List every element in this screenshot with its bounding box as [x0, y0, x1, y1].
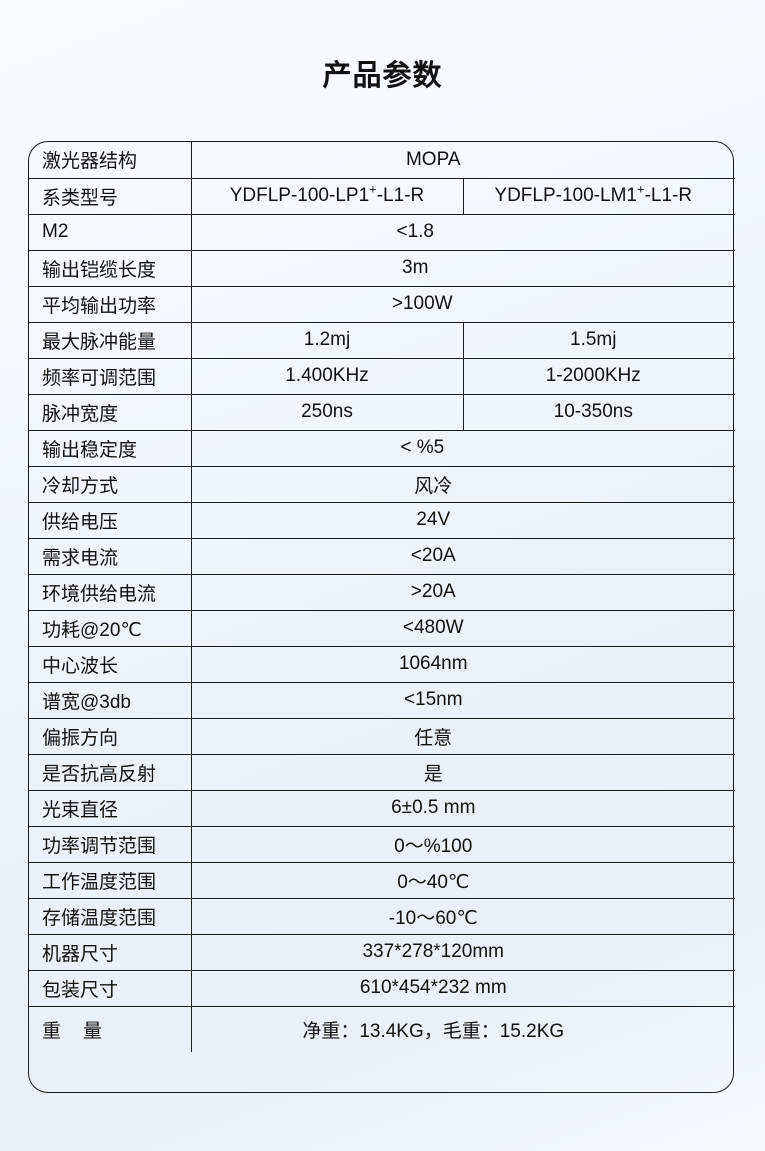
row-value: 净重：13.4KG，毛重：15.2KG	[302, 1020, 565, 1042]
row-value: >100W	[191, 286, 735, 323]
row-value: MOPA	[191, 142, 735, 179]
row-value: 3m	[191, 250, 735, 287]
row-value: 337*278*120mm	[191, 934, 735, 971]
row-label: 光束直径	[29, 790, 192, 827]
row-value: 610*454*232 mm	[191, 970, 735, 1007]
row-label: 功率调节范围	[29, 826, 192, 863]
row-label: 最大脉冲能量	[29, 322, 192, 359]
row-value: 任意	[191, 718, 735, 755]
row-label-part1: 重	[42, 1020, 84, 1042]
row-value: <1.8	[191, 214, 735, 251]
row-value-right: 1-2000KHz	[463, 358, 735, 395]
table-row: 中心波长 1064nm	[29, 646, 735, 683]
spec-table-container: 激光器结构 MOPA 系类型号 YDFLP-100-LP1+-L1-R YDFL…	[28, 141, 735, 1093]
row-value: 24V	[191, 502, 735, 539]
row-value: -10～60℃	[191, 898, 735, 935]
row-value: 1064nm	[191, 646, 735, 683]
table-row: 是否抗高反射 是	[29, 754, 735, 791]
row-value: < %5	[191, 430, 735, 467]
table-row: 频率可调范围 1.400KHz 1-2000KHz	[29, 358, 735, 395]
table-row: 环境供给电流 >20A	[29, 574, 735, 611]
row-label: 输出铠缆长度	[29, 250, 192, 287]
row-label-part2: 量	[83, 1020, 103, 1042]
table-row: 供给电压 24V	[29, 502, 735, 539]
row-label: 是否抗高反射	[29, 754, 192, 791]
table-row: 输出稳定度 < %5	[29, 430, 735, 467]
table-row: 输出铠缆长度 3m	[29, 250, 735, 287]
row-label: 包装尺寸	[29, 970, 192, 1007]
row-label: 冷却方式	[29, 466, 192, 503]
table-row: 功耗@20℃ <480W	[29, 610, 735, 647]
row-label: 平均输出功率	[29, 286, 192, 323]
table-row: 最大脉冲能量 1.2mj 1.5mj	[29, 322, 735, 359]
row-value-left: 250ns	[191, 394, 464, 431]
table-row: 脉冲宽度 250ns 10-350ns	[29, 394, 735, 431]
row-label: 功耗@20℃	[29, 610, 192, 647]
table-row: 光束直径 6±0.5 mm	[29, 790, 735, 827]
table-row: 偏振方向 任意	[29, 718, 735, 755]
row-value: 0～%100	[191, 826, 735, 863]
row-label: 输出稳定度	[29, 430, 192, 467]
row-value-right: 10-350ns	[463, 394, 735, 431]
row-value-right: YDFLP-100-LM1+-L1-R	[463, 178, 735, 215]
row-label: 重量	[29, 1006, 192, 1052]
table-row: 包装尺寸 610*454*232 mm	[29, 970, 735, 1007]
table-row: 平均输出功率 >100W	[29, 286, 735, 323]
row-value: 风冷	[191, 466, 735, 503]
table-row: 机器尺寸 337*278*120mm	[29, 934, 735, 971]
row-label: 机器尺寸	[29, 934, 192, 971]
row-label: 工作温度范围	[29, 862, 192, 899]
row-value: 6±0.5 mm	[191, 790, 735, 827]
row-value: <20A	[191, 538, 735, 575]
row-label: 偏振方向	[29, 718, 192, 755]
table-row: 需求电流 <20A	[29, 538, 735, 575]
row-value-right: 1.5mj	[463, 322, 735, 359]
row-label: 中心波长	[29, 646, 192, 683]
table-row: 存储温度范围 -10～60℃	[29, 898, 735, 935]
table-row: M2 <1.8	[29, 214, 735, 251]
page-title: 产品参数	[322, 60, 443, 92]
row-label: 频率可调范围	[29, 358, 192, 395]
row-value: >20A	[191, 574, 735, 611]
row-label: 存储温度范围	[29, 898, 192, 935]
row-label: 环境供给电流	[29, 574, 192, 611]
table-row: 系类型号 YDFLP-100-LP1+-L1-R YDFLP-100-LM1+-…	[29, 178, 735, 215]
row-label: 脉冲宽度	[29, 394, 192, 431]
row-label: 需求电流	[29, 538, 192, 575]
row-label: 系类型号	[29, 178, 192, 215]
table-row: 功率调节范围 0～%100	[29, 826, 735, 863]
row-label: M2	[29, 214, 192, 251]
row-value: <480W	[191, 610, 735, 647]
row-value: 0～40℃	[191, 862, 735, 899]
table-row: 重量 净重：13.4KG，毛重：15.2KG	[29, 1006, 735, 1052]
row-value-left: 1.400KHz	[191, 358, 464, 395]
table-row: 谱宽@3db <15nm	[29, 682, 735, 719]
row-value: <15nm	[191, 682, 735, 719]
row-value: 是	[191, 754, 735, 791]
table-row: 激光器结构 MOPA	[29, 142, 735, 179]
row-label: 供给电压	[29, 502, 192, 539]
row-value-left: 1.2mj	[191, 322, 464, 359]
row-label: 激光器结构	[29, 142, 192, 179]
table-row: 冷却方式 风冷	[29, 466, 735, 503]
spec-table: 激光器结构 MOPA 系类型号 YDFLP-100-LP1+-L1-R YDFL…	[29, 142, 735, 1052]
row-value-left: YDFLP-100-LP1+-L1-R	[191, 178, 464, 215]
row-label: 谱宽@3db	[29, 682, 192, 719]
table-row: 工作温度范围 0～40℃	[29, 862, 735, 899]
